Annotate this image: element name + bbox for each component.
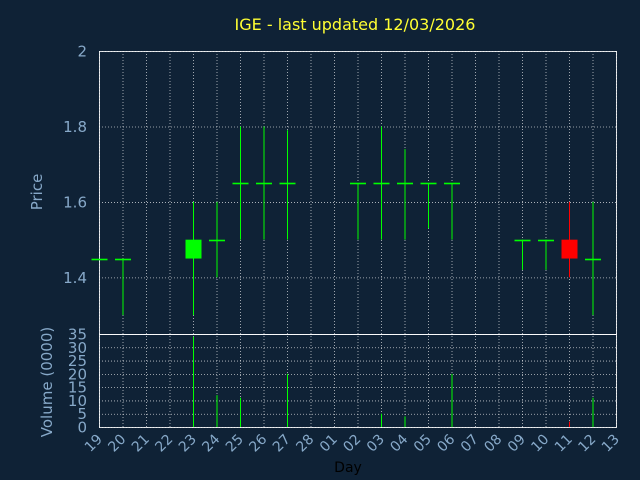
volume-tick-label: 0 <box>77 419 87 437</box>
x-tick-label: 12 <box>575 432 599 456</box>
volume-tick-label: 20 <box>68 365 87 383</box>
x-axis-label: Day <box>334 460 362 476</box>
x-tick-label: 02 <box>340 432 364 456</box>
volume-frame-rect <box>99 334 617 428</box>
x-tick-label: 23 <box>176 432 200 456</box>
x-tick-label: 01 <box>317 432 341 456</box>
volume-tick-label: 15 <box>68 379 87 397</box>
price-tick-label: 2 <box>77 43 87 61</box>
candle <box>209 201 225 278</box>
candle <box>585 201 601 316</box>
price-axis-label: Price <box>28 174 46 211</box>
candle <box>91 258 108 261</box>
candle <box>373 126 390 240</box>
volume-tick-label: 10 <box>68 392 87 410</box>
price-tick-label: 1.8 <box>63 118 87 136</box>
x-tick-label: 10 <box>528 432 552 456</box>
x-tick-label: 13 <box>599 432 623 456</box>
x-tick-label: 21 <box>129 432 153 456</box>
x-tick-label: 26 <box>246 431 270 455</box>
volume-tick-label: 35 <box>68 326 87 344</box>
x-tick-label: 25 <box>223 432 247 456</box>
volume-tick-label: 30 <box>68 339 87 357</box>
candle <box>185 201 202 316</box>
candle-body <box>561 239 578 259</box>
x-tick-label: 06 <box>434 431 458 455</box>
candle <box>350 182 366 240</box>
x-tick-label: 22 <box>152 432 176 456</box>
candle-body <box>185 239 202 259</box>
candle <box>115 258 131 316</box>
candle <box>561 201 578 278</box>
volume-axis-label: Volume (0000) <box>38 327 56 437</box>
price-tick-label: 1.4 <box>63 269 87 287</box>
volume-panel-frame <box>99 334 617 428</box>
x-tick-label: 07 <box>458 432 482 456</box>
candles <box>91 126 601 316</box>
candle <box>232 126 249 240</box>
candle <box>514 239 531 270</box>
x-axis-ticks: 19 20 21 22 23 24 25 26 27 28 01 02 03 04 05 06 07 08 09 10… <box>82 431 623 455</box>
candle <box>420 182 437 229</box>
candle <box>279 130 296 240</box>
price-axis-ticks: 1.4 1.6 1.8 2 <box>63 43 87 287</box>
volume-tick-label: 25 <box>68 352 87 370</box>
chart-title: IGE - last updated 12/03/2026 <box>235 15 476 34</box>
x-tick-label: 03 <box>364 432 388 456</box>
volume-tick-label: 5 <box>77 405 87 423</box>
candle <box>444 182 460 240</box>
x-tick-label: 08 <box>481 432 505 456</box>
price-tick-label: 1.6 <box>63 193 87 211</box>
x-tick-label: 27 <box>270 432 294 456</box>
volume-bars <box>193 336 594 427</box>
x-tick-label: 11 <box>552 432 576 456</box>
x-tick-label: 20 <box>105 432 129 456</box>
x-tick-label: 05 <box>411 432 435 456</box>
x-tick-label: 04 <box>387 431 411 455</box>
x-tick-label: 28 <box>293 432 317 456</box>
candle <box>397 149 413 240</box>
candle <box>256 126 272 240</box>
candle <box>538 239 554 270</box>
x-tick-label: 09 <box>505 432 529 456</box>
x-tick-label: 24 <box>199 431 223 455</box>
